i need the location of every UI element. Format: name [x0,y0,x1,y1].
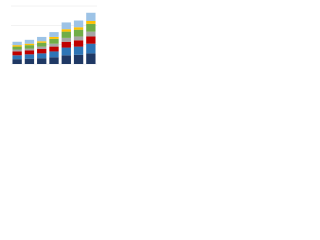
bar-segment [73,40,84,47]
bar-segment [49,32,59,37]
bar-segment [12,55,22,60]
bar-segment [73,54,84,64]
bar-segment [61,41,71,48]
bar-segment [61,22,71,30]
bar-segment [37,46,47,50]
bar-segment [24,58,35,64]
bar-segment [61,47,71,56]
bar-segment [49,36,59,39]
bar-segment [61,29,71,32]
bar-segment [86,23,96,32]
bar-segment [49,51,59,58]
bar-segment [49,46,59,52]
bar-segment [12,49,22,52]
bar-segment [86,36,96,44]
bar-segment [73,36,84,41]
bar-segment [12,46,22,50]
bar-segment [37,36,47,42]
bar-segment [86,31,96,37]
bar-segment [12,59,22,64]
bar-segment [24,39,35,44]
bar-segment [73,20,84,28]
bar-segment [12,41,22,46]
bar-segment [49,38,59,44]
chart [11,5,97,65]
bar-segment [86,43,96,54]
bar-segment [37,41,47,43]
bar-segment [73,27,84,30]
bar-segment [37,42,47,47]
bar-segment [24,50,35,55]
bar-segment [61,31,71,38]
bar-segment [37,58,47,64]
bar-segment [37,49,47,54]
bar-segment [86,12,96,21]
bar-segment [61,55,71,64]
bar-segment [24,43,35,46]
bar-segment [12,51,22,56]
bar-segment [24,48,35,51]
bar-segment [49,43,59,47]
bar-segment [37,53,47,59]
bar-segment [86,20,96,24]
bar-segment [73,29,84,37]
bar-segment [61,37,71,42]
bar-segment [24,45,35,49]
bar-segment [24,54,35,59]
bar-segment [49,57,59,64]
bar-segment [12,45,22,47]
bar-segment [73,46,84,55]
bar-segment [86,53,96,64]
